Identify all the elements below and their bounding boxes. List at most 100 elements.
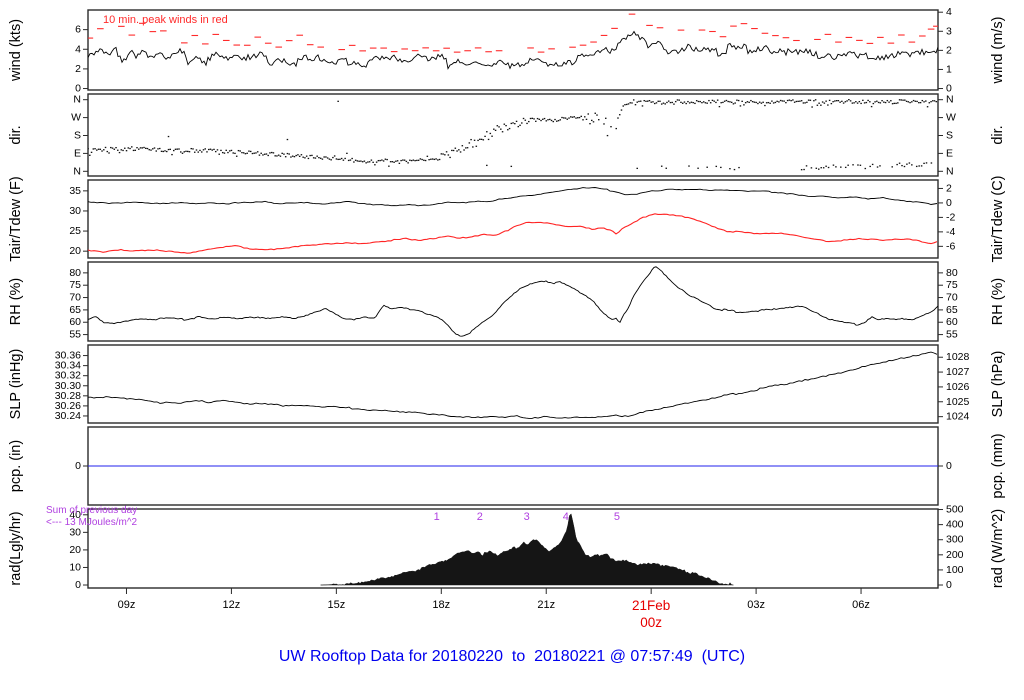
dir-dot: [797, 100, 799, 103]
dir-dot: [256, 151, 259, 153]
dir-dot: [580, 115, 583, 118]
dir-dot: [293, 156, 296, 158]
dir-dot: [472, 146, 474, 148]
x-tick-label: 00z: [640, 615, 662, 630]
dir-dot: [816, 104, 819, 106]
dir-dot: [353, 161, 355, 163]
dir-dot: [830, 102, 833, 105]
dir-dot: [577, 117, 579, 119]
dir-dot: [883, 101, 885, 103]
dir-dot: [594, 112, 597, 114]
dir-dot: [925, 100, 927, 102]
dir-dot: [155, 150, 158, 152]
dir-dot: [840, 166, 842, 168]
rad-ytick-left: 10: [69, 561, 81, 573]
dir-dot: [421, 158, 423, 161]
dir-dot: [99, 148, 102, 150]
dir-dot: [860, 102, 862, 105]
dir-dot: [641, 105, 644, 107]
dir-dot: [587, 113, 590, 115]
dir-dot: [311, 154, 313, 157]
tair-ytick-left: 25: [69, 225, 81, 237]
dir-dot: [844, 166, 847, 169]
dir-ytick-left: S: [74, 129, 81, 141]
dir-dot: [835, 166, 837, 168]
dir-dot: [739, 105, 742, 107]
rh-ytick-left: 75: [69, 279, 81, 291]
dir-dot: [179, 151, 182, 153]
dir-dot: [622, 105, 624, 107]
dir-dot: [526, 122, 528, 125]
dir-dot: [220, 149, 222, 152]
dir-dot: [120, 149, 123, 151]
dir-ytick-left: E: [74, 147, 81, 159]
dir-dot: [375, 161, 378, 163]
dir-dot: [405, 160, 408, 163]
dir-dot: [512, 122, 514, 124]
dir-dot: [606, 134, 609, 137]
dir-dot: [433, 158, 436, 161]
dir-dot: [592, 121, 595, 123]
dir-dot: [692, 101, 694, 104]
dir-dot: [522, 117, 525, 120]
dir-dot: [374, 164, 376, 166]
dir-dot: [891, 103, 894, 105]
dir-dot: [356, 160, 359, 162]
dir-dot: [856, 102, 859, 104]
dir-dot: [237, 149, 240, 152]
dir-dot: [515, 120, 518, 123]
wind-ytick-left: 6: [75, 24, 81, 36]
dir-dot: [610, 126, 612, 128]
dir-dot: [834, 100, 836, 102]
rh-ytick-left: 70: [69, 292, 81, 304]
dir-dot: [153, 147, 156, 149]
dir-dot: [769, 102, 771, 104]
wind-ytick-right: 4: [946, 6, 952, 18]
dir-dot: [857, 164, 859, 166]
dir-dot: [625, 103, 628, 106]
dir-dot: [706, 102, 708, 104]
dir-dot: [361, 161, 364, 163]
dir-dot: [110, 146, 112, 149]
dir-dot: [227, 151, 229, 154]
dir-dot: [379, 159, 381, 162]
dir-dot: [269, 152, 271, 154]
dir-dot: [896, 163, 898, 166]
dir-dot: [277, 154, 280, 156]
radiation-sum-note-line2: <--- 13 MJoules/m^2: [46, 517, 138, 528]
dir-dot: [932, 100, 934, 102]
dir-dot: [101, 150, 103, 152]
dir-dot: [897, 102, 899, 104]
dir-dot: [918, 165, 920, 167]
dir-dot: [723, 100, 726, 102]
x-tick-label: 18z: [432, 599, 450, 611]
slp-ytick-right: 1026: [946, 381, 970, 393]
dir-dot: [734, 102, 736, 104]
dir-dot: [143, 146, 145, 149]
dir-dot: [822, 167, 825, 169]
dir-dot: [398, 162, 401, 164]
dir-dot: [318, 156, 320, 159]
dir-dot: [825, 165, 827, 167]
dir-dot: [864, 167, 867, 170]
dir-dot: [524, 119, 527, 121]
dir-dot: [688, 165, 690, 167]
rad-ytick-left: 40: [69, 509, 81, 521]
dir-dot: [368, 161, 371, 163]
dir-dot: [354, 159, 357, 161]
dir-dot: [815, 167, 818, 169]
dir-dot: [563, 117, 565, 119]
dir-dot: [597, 119, 600, 121]
dir-dot: [547, 119, 549, 121]
dir-dot: [575, 117, 577, 119]
dir-dot: [928, 102, 931, 104]
dir-dot: [407, 162, 409, 164]
dir-dot: [159, 147, 161, 150]
dir-dot: [771, 100, 773, 102]
dir-dot: [363, 160, 366, 162]
dir-dot: [900, 99, 903, 101]
dir-dot: [132, 149, 135, 152]
dir-dot: [846, 100, 848, 102]
x-tick-label: 12z: [223, 599, 241, 611]
peak-winds-note: 10 min. peak winds in red: [103, 14, 228, 26]
